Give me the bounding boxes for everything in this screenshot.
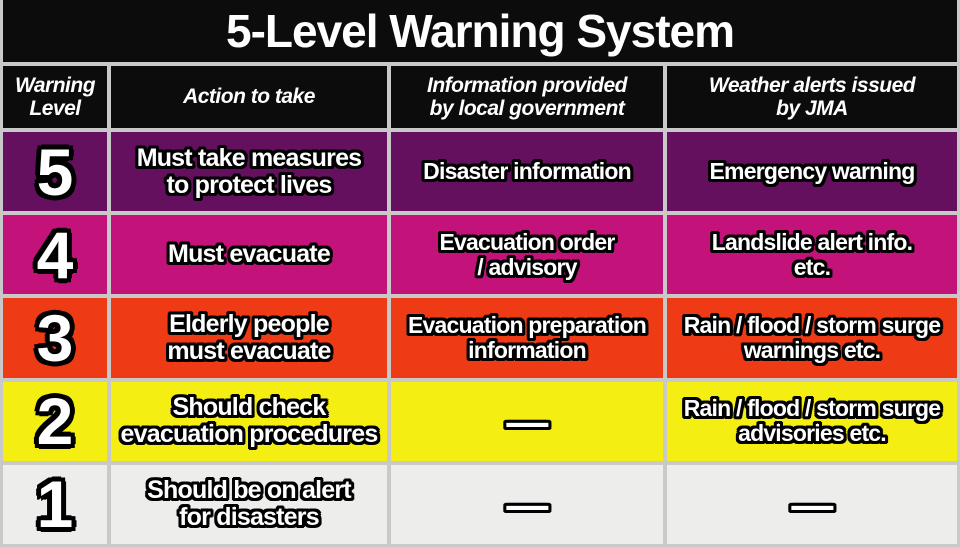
level-3-action: Elderly people must evacuate	[111, 298, 387, 378]
level-2-action: Should check evacuation procedures	[111, 381, 387, 461]
level-2-number: 2	[3, 381, 107, 461]
level-4-action: Must evacuate	[111, 215, 387, 295]
level-3-jma: Rain / flood / storm surge warnings etc.	[667, 298, 957, 378]
level-1-jma-dash: —	[667, 464, 957, 544]
column-header-local-government: Information provided by local government	[391, 66, 663, 128]
level-1-local-government-dash: —	[391, 464, 663, 544]
level-3-local-government: Evacuation preparation information	[391, 298, 663, 378]
level-5-jma: Emergency warning	[667, 132, 957, 212]
column-header-warning-level: Warning Level	[3, 66, 107, 128]
level-4-number: 4	[3, 215, 107, 295]
level-5-action: Must take measures to protect lives	[111, 132, 387, 212]
column-header-action: Action to take	[111, 66, 387, 128]
level-4-local-government: Evacuation order / advisory	[391, 215, 663, 295]
title-bar: 5-Level Warning System	[3, 0, 957, 62]
level-2-jma: Rain / flood / storm surge advisories et…	[667, 381, 957, 461]
column-header-jma: Weather alerts issued by JMA	[667, 66, 957, 128]
level-3-number: 3	[3, 298, 107, 378]
page-title: 5-Level Warning System	[225, 5, 735, 57]
level-1-action: Should be on alert for disasters	[111, 464, 387, 544]
level-5-local-government: Disaster information	[391, 132, 663, 212]
level-5-number: 5	[3, 132, 107, 212]
level-2-local-government-dash: —	[391, 381, 663, 461]
level-1-number: 1	[3, 464, 107, 544]
level-4-jma: Landslide alert info. etc.	[667, 215, 957, 295]
